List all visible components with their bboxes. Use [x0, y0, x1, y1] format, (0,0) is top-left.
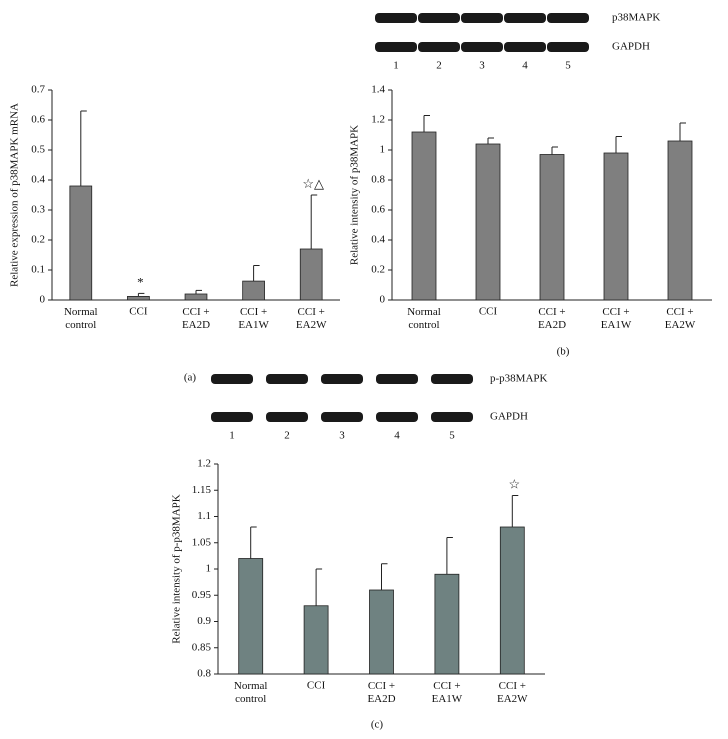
x-tick-label: Normal control: [407, 306, 441, 331]
bar: [69, 185, 93, 301]
lane-label: 4: [522, 60, 528, 72]
y-tick-label: 0.6: [31, 114, 45, 126]
panel-label: (c): [371, 719, 384, 731]
x-tick-label: CCI: [307, 680, 326, 692]
x-tick-label: CCI + EA1W: [238, 306, 269, 331]
y-tick-label: 1.05: [192, 536, 212, 548]
lane-label: 2: [436, 60, 442, 72]
blot-band: [211, 412, 253, 422]
y-tick-label: 0.8: [197, 668, 211, 680]
y-tick-label: 0.5: [31, 144, 45, 156]
blot-band: [321, 412, 363, 422]
y-tick-label: 1.2: [371, 114, 385, 126]
y-tick-label: 1.2: [197, 458, 211, 470]
bar: [127, 295, 150, 301]
x-tick-label: CCI: [129, 306, 148, 318]
blot-band: [375, 42, 417, 52]
y-tick-label: 1.1: [197, 510, 211, 522]
blot-band: [418, 42, 460, 52]
bar: [184, 293, 208, 301]
y-axis-label: Relative intensity of p38MAPK: [349, 125, 361, 265]
y-tick-label: 1.15: [192, 484, 212, 496]
x-tick-label: CCI + EA1W: [601, 306, 632, 331]
y-tick-label: 0.6: [371, 204, 385, 216]
blot-band: [321, 374, 363, 384]
x-tick-label: CCI + EA2W: [665, 306, 696, 331]
blot-band: [418, 13, 460, 23]
blot-band: [431, 412, 473, 422]
y-tick-label: 0.9: [197, 615, 211, 627]
y-tick-label: 0.85: [192, 641, 212, 653]
y-tick-label: 1: [380, 144, 386, 156]
lane-label: 1: [229, 430, 235, 442]
y-tick-label: 0.7: [31, 84, 45, 96]
y-tick-label: 0.2: [371, 264, 385, 276]
lane-label: 5: [449, 430, 455, 442]
y-tick-label: 0.95: [192, 589, 212, 601]
blot-band: [547, 42, 589, 52]
x-tick-label: Normal control: [64, 306, 98, 331]
y-tick-label: 0.4: [371, 234, 385, 246]
blot-band-label: p38MAPK: [612, 12, 660, 24]
panel-label: (a): [184, 372, 197, 384]
x-tick-label: Normal control: [234, 680, 268, 705]
bar: [242, 280, 265, 301]
blot-band: [376, 412, 418, 422]
bar: [299, 248, 323, 301]
lane-label: 5: [565, 60, 571, 72]
y-axis-label: Relative intensity of p-p38MAPK: [171, 494, 183, 643]
y-tick-label: 0: [40, 294, 46, 306]
blot-band: [431, 374, 473, 384]
panel-label: (b): [557, 346, 570, 358]
y-tick-label: 0.4: [31, 174, 45, 186]
annotation: ☆: [508, 476, 520, 491]
annotation: ☆△: [302, 176, 324, 191]
lane-label: 3: [339, 430, 345, 442]
bar: [539, 154, 565, 301]
blot-band: [504, 42, 546, 52]
y-axis-label: Relative expression of p38MAPK mRNA: [9, 103, 21, 287]
y-tick-label: 0: [380, 294, 386, 306]
bar: [667, 140, 693, 301]
x-tick-label: CCI: [479, 306, 498, 318]
x-tick-label: CCI + EA2W: [296, 306, 327, 331]
blot-band: [375, 13, 417, 23]
x-tick-label: CCI + EA1W: [432, 680, 463, 705]
blot-band: [266, 412, 308, 422]
x-tick-label: CCI + EA2W: [497, 680, 528, 705]
blot-band-label: GAPDH: [612, 41, 650, 53]
lane-label: 3: [479, 60, 485, 72]
y-tick-label: 0.3: [31, 204, 45, 216]
blot-band-label: p-p38MAPK: [490, 373, 548, 385]
lane-label: 4: [394, 430, 400, 442]
bar: [411, 131, 437, 301]
blot-band: [504, 13, 546, 23]
bar: [238, 558, 264, 675]
blot-band: [211, 374, 253, 384]
blot-band: [376, 374, 418, 384]
x-tick-label: CCI + EA2D: [367, 680, 395, 705]
lane-label: 1: [393, 60, 399, 72]
bar: [475, 143, 501, 301]
blot-band-label: GAPDH: [490, 411, 528, 423]
blot-band: [461, 42, 503, 52]
y-tick-label: 0.8: [371, 174, 385, 186]
annotation: *: [137, 274, 144, 289]
blot-band: [461, 13, 503, 23]
y-tick-label: 1: [206, 563, 212, 575]
bar: [434, 573, 460, 675]
bar: [303, 605, 329, 675]
x-tick-label: CCI + EA2D: [182, 306, 210, 331]
bar: [369, 589, 394, 675]
bar: [603, 152, 629, 301]
y-tick-label: 0.1: [31, 264, 45, 276]
x-tick-label: CCI + EA2D: [538, 306, 566, 331]
y-tick-label: 1.4: [371, 84, 385, 96]
blot-band: [266, 374, 308, 384]
bar: [499, 526, 525, 675]
y-tick-label: 0.2: [31, 234, 45, 246]
blot-band: [547, 13, 589, 23]
lane-label: 2: [284, 430, 290, 442]
